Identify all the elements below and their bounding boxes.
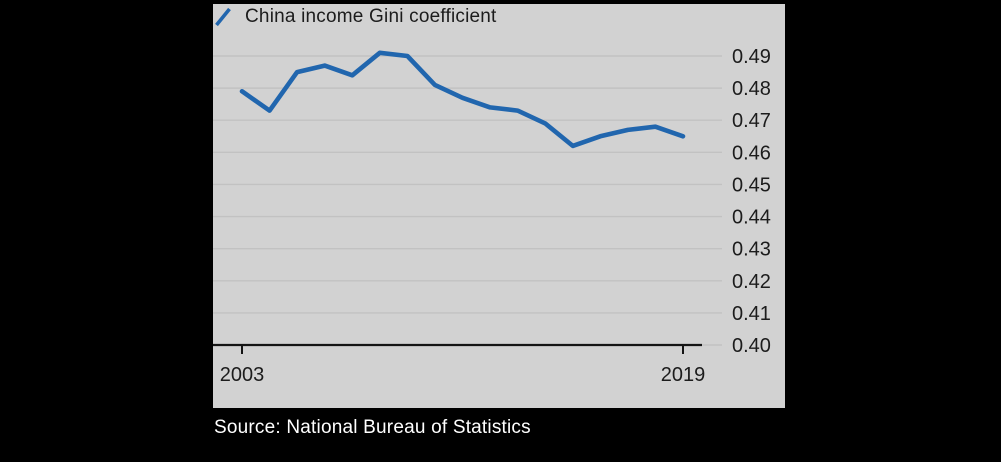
source-caption: Source: National Bureau of Statistics — [214, 417, 531, 438]
x-axis-tick-label: 2003 — [220, 364, 265, 386]
line-chart: 0.40 0.41 0.42 0.43 0.44 0.45 0.46 0.47 0.48 0.49… — [213, 46, 771, 386]
x-axis-tick-label: 2019 — [661, 364, 706, 386]
legend: China income Gini coefficient — [214, 6, 497, 28]
y-axis-tick-label: 0.40 — [732, 335, 771, 357]
y-axis-tick-label: 0.49 — [732, 46, 771, 68]
y-axis-tick-label: 0.45 — [732, 174, 771, 196]
line-series-icon — [215, 7, 231, 27]
y-axis-tick-label: 0.44 — [732, 207, 771, 229]
y-axis-tick-label: 0.42 — [732, 271, 771, 293]
y-axis-tick-label: 0.43 — [732, 239, 771, 261]
y-axis-tick-label: 0.47 — [732, 110, 771, 132]
chart-panel: China income Gini coefficient 0.40 0.41 0.… — [213, 4, 785, 408]
y-axis-tick-label: 0.46 — [732, 142, 771, 164]
legend-label: China income Gini coefficient — [245, 6, 497, 27]
y-axis-tick-label: 0.48 — [732, 78, 771, 100]
gini-line-series — [239, 50, 686, 149]
y-axis-tick-label: 0.41 — [732, 303, 771, 325]
